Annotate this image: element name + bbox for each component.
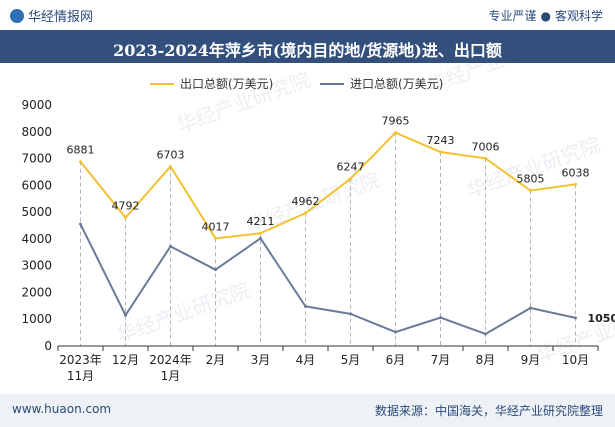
x-tick-label: 1月: [161, 369, 181, 383]
tagline-right: 客观科学: [554, 9, 603, 23]
x-tick-label: 12月: [112, 353, 139, 367]
title-bar: 2023-2024年萍乡市(境内目的地/货源地)进、出口额: [0, 30, 615, 63]
data-label-export: 4017: [202, 220, 230, 233]
x-tick-label: 6月: [386, 353, 406, 367]
data-point-import[interactable]: [529, 306, 532, 310]
y-tick-label: 4000: [21, 232, 52, 246]
data-label-export: 6247: [337, 161, 365, 174]
data-point-import[interactable]: [439, 316, 442, 320]
top-bar: 华经情报网 专业严谨 ● 客观科学: [0, 0, 615, 30]
footer: www.huaon.com 数据来源：中国海关，华经产业研究院整理: [0, 394, 615, 427]
data-point-export[interactable]: [394, 131, 397, 135]
data-label-export: 4962: [292, 195, 320, 208]
y-tick-label: 6000: [21, 178, 52, 192]
x-tick-label: 10月: [562, 353, 589, 367]
data-label-import: 1050: [588, 312, 615, 325]
y-tick-label: 5000: [21, 205, 52, 219]
data-point-export[interactable]: [214, 236, 217, 240]
footer-url[interactable]: www.huaon.com: [12, 402, 112, 416]
data-point-export[interactable]: [124, 216, 127, 220]
brand-name: 华经情报网: [28, 10, 94, 25]
data-point-export[interactable]: [349, 177, 352, 181]
series-line-import: [79, 223, 576, 335]
y-axis: 0 1000 2000 3000 4000 5000 6000 7000 8000 9000: [21, 98, 52, 353]
series-line-export: [79, 131, 576, 240]
y-tick-label: 1000: [21, 312, 52, 326]
watermark-text: 华经产业研究院: [424, 63, 564, 98]
data-label-export: 5805: [517, 173, 545, 186]
data-point-import[interactable]: [124, 313, 127, 317]
legend-label: 出口总额(万美元): [180, 77, 273, 91]
tagline: 专业严谨 ● 客观科学: [488, 7, 603, 24]
line-chart: 华经产业研究院华经产业研究院华经产业研究院华经产业研究院华经产业研究院华经产业研…: [21, 63, 615, 383]
data-point-import[interactable]: [304, 304, 307, 308]
data-label-export: 7243: [427, 134, 455, 147]
data-label-export: 6703: [157, 149, 185, 162]
x-tick-label: 7月: [431, 353, 451, 367]
data-point-export[interactable]: [259, 231, 262, 235]
chart-title: 2023-2024年萍乡市(境内目的地/货源地)进、出口额: [113, 41, 502, 60]
y-tick-label: 8000: [21, 125, 52, 139]
x-tick-label: 9月: [521, 353, 541, 367]
data-point-export[interactable]: [79, 160, 82, 164]
tagline-dot-icon: ●: [540, 9, 551, 23]
brand: 华经情报网: [10, 6, 93, 25]
footer-source: 数据来源：中国海关，华经产业研究院整理: [374, 404, 603, 418]
series-layer: [79, 131, 577, 336]
y-tick-label: 7000: [21, 152, 52, 166]
legend-label: 进口总额(万美元): [350, 77, 443, 91]
x-tick-label: 2月: [206, 353, 226, 367]
data-label-export: 4792: [112, 200, 140, 213]
data-label-export: 7006: [472, 140, 500, 153]
data-point-import[interactable]: [574, 316, 577, 320]
data-point-import[interactable]: [349, 312, 352, 316]
brand-logo-icon: [10, 9, 24, 23]
legend-item-import[interactable]: 进口总额(万美元): [320, 77, 443, 91]
data-point-import[interactable]: [169, 244, 172, 248]
data-point-export[interactable]: [484, 156, 487, 160]
y-tick-label: 0: [44, 339, 52, 353]
data-label-export: 6881: [67, 144, 95, 157]
chart-legend: 出口总额(万美元) 进口总额(万美元): [150, 77, 443, 91]
data-point-import[interactable]: [484, 332, 487, 336]
data-label-export: 4211: [247, 215, 275, 228]
y-tick-label: 3000: [21, 259, 52, 273]
watermark-text: 华经产业研究院: [114, 277, 254, 347]
y-tick-label: 9000: [21, 98, 52, 112]
watermarks: 华经产业研究院华经产业研究院华经产业研究院华经产业研究院华经产业研究院华经产业研…: [114, 63, 615, 368]
data-point-import[interactable]: [394, 330, 397, 334]
data-point-import[interactable]: [259, 236, 262, 240]
data-point-export[interactable]: [439, 150, 442, 154]
tagline-left: 专业严谨: [488, 9, 537, 23]
data-labels: 6881 4792 6703 4017 4211 4962 6247 7965 7243 7006…: [67, 115, 615, 325]
x-tick-label: 8月: [476, 353, 496, 367]
x-tick-label: 3月: [251, 353, 271, 367]
x-axis: 2023年 11月 12月 2024年 1月 2月 3月 4月 5月 6月 7月 8月 9月 10月: [57, 345, 599, 383]
y-tick-label: 2000: [21, 285, 52, 299]
x-tick-label: 5月: [341, 353, 361, 367]
data-label-export: 7965: [382, 115, 410, 128]
data-point-import[interactable]: [214, 268, 217, 272]
x-tick-label: 4月: [296, 353, 316, 367]
x-tick-label: 2024年: [149, 353, 192, 367]
data-point-export[interactable]: [574, 182, 577, 186]
data-point-export[interactable]: [304, 211, 307, 215]
legend-item-export[interactable]: 出口总额(万美元): [150, 77, 273, 91]
data-point-import[interactable]: [79, 222, 82, 226]
data-point-export[interactable]: [529, 189, 532, 193]
x-tick-label: 2023年: [59, 353, 102, 367]
data-label-export: 6038: [562, 166, 590, 179]
x-tick-label: 11月: [67, 369, 94, 383]
data-point-export[interactable]: [169, 165, 172, 169]
